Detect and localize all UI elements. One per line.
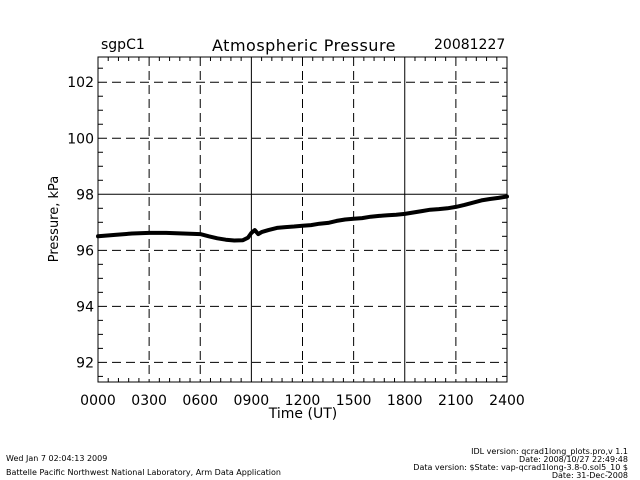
- plot-frame: [97, 56, 508, 383]
- y-tick-label: 98: [76, 187, 94, 203]
- chart-title: Atmospheric Pressure: [212, 36, 397, 55]
- idl-date: Date: 2008/10/27 22:49:48: [519, 455, 628, 464]
- x-axis-label: Time (UT): [268, 406, 337, 422]
- y-tick-label: 102: [67, 75, 94, 91]
- x-tick-label: 0000: [80, 393, 116, 409]
- grid-lines: [98, 57, 507, 382]
- idl-version: IDL version: qcrad1long_plots.pro,v 1.1: [471, 447, 628, 456]
- site-label: sgpC1: [101, 37, 145, 53]
- tick-labels: 0000 0300 0600 0900 1200 1500 1800 2100 2400 92 94…: [67, 75, 525, 409]
- y-axis-label: Pressure, kPa: [47, 176, 62, 263]
- y-tick-label: 100: [67, 131, 94, 147]
- x-tick-label: 0600: [182, 393, 218, 409]
- y-tick-label: 96: [76, 243, 94, 259]
- institution-credit: Battelle Pacific Northwest National Labo…: [6, 468, 281, 477]
- x-tick-label: 1800: [387, 393, 423, 409]
- y-tick-label: 92: [76, 355, 94, 371]
- axis-ticks: [98, 57, 507, 382]
- data-date: Date: 31-Dec-2008: [551, 471, 628, 480]
- pressure-series-line: [96, 194, 509, 243]
- data-version: Data version: $State: vap-qcrad1long-3.8…: [413, 463, 628, 472]
- x-tick-label: 0300: [131, 393, 167, 409]
- x-tick-label: 0900: [234, 393, 270, 409]
- y-tick-label: 94: [76, 299, 94, 315]
- data-series: [96, 194, 509, 243]
- x-tick-label: 1200: [285, 393, 321, 409]
- date-label: 20081227: [434, 37, 506, 53]
- x-tick-label: 2100: [438, 393, 474, 409]
- x-tick-label: 2400: [489, 393, 525, 409]
- generated-timestamp: Wed Jan 7 02:04:13 2009: [6, 454, 108, 463]
- x-tick-label: 1500: [336, 393, 372, 409]
